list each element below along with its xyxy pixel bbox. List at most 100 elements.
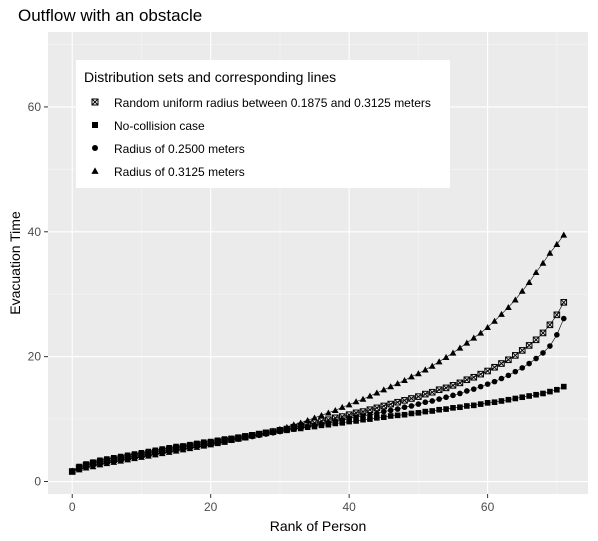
data-point-square bbox=[92, 122, 98, 128]
data-point-triangle bbox=[241, 434, 249, 441]
data-point-triangle bbox=[318, 411, 325, 419]
data-point-triangle bbox=[352, 398, 360, 405]
data-point-triangle bbox=[331, 406, 339, 414]
data-point-circle bbox=[505, 372, 512, 379]
data-point-square-cross bbox=[484, 367, 491, 375]
data-point-square-cross bbox=[387, 400, 394, 408]
data-point-circle bbox=[290, 426, 297, 432]
legend-box bbox=[76, 60, 450, 188]
data-point-square bbox=[110, 454, 117, 461]
data-point-triangle bbox=[297, 419, 305, 426]
data-point-triangle bbox=[456, 344, 464, 351]
data-point-square bbox=[187, 441, 193, 448]
data-point-triangle bbox=[373, 389, 381, 396]
data-point-circle bbox=[540, 350, 546, 356]
data-point-triangle bbox=[145, 452, 152, 459]
data-point-square bbox=[380, 414, 387, 421]
data-point-square bbox=[97, 457, 103, 464]
data-point-triangle bbox=[518, 287, 526, 294]
x-tick-label: 60 bbox=[481, 500, 495, 514]
data-point-triangle bbox=[165, 448, 173, 455]
data-point-square-cross bbox=[91, 98, 99, 106]
data-point-square bbox=[367, 416, 373, 422]
data-point-square bbox=[470, 402, 477, 409]
data-point-square bbox=[194, 440, 200, 447]
y-tick-label: 20 bbox=[28, 350, 42, 364]
data-point-square-cross bbox=[428, 388, 436, 396]
data-point-square bbox=[533, 391, 539, 398]
data-point-circle bbox=[470, 386, 477, 392]
data-point-square bbox=[360, 416, 366, 423]
data-point-triangle bbox=[75, 466, 83, 473]
data-point-triangle bbox=[359, 395, 367, 402]
data-point-triangle bbox=[228, 436, 235, 443]
data-point-circle bbox=[554, 331, 560, 338]
data-point-square bbox=[505, 396, 512, 403]
legend-label: Radius of 0.2500 meters bbox=[114, 142, 245, 156]
data-point-square-cross bbox=[546, 321, 554, 329]
data-point-square bbox=[394, 412, 401, 419]
data-point-circle bbox=[443, 394, 449, 401]
data-point-triangle bbox=[138, 453, 145, 460]
data-point-triangle bbox=[401, 377, 408, 384]
data-point-triangle bbox=[68, 467, 76, 474]
data-point-triangle bbox=[484, 323, 491, 330]
legend-label: Radius of 0.3125 meters bbox=[114, 165, 245, 179]
data-point-square-cross bbox=[442, 384, 450, 392]
data-point-triangle bbox=[415, 370, 422, 377]
data-point-circle bbox=[311, 422, 318, 429]
data-point-triangle bbox=[172, 447, 180, 454]
legend: Distribution sets and corresponding line… bbox=[76, 60, 450, 188]
data-point-square bbox=[464, 403, 470, 409]
data-point-circle bbox=[450, 392, 456, 399]
data-point-circle bbox=[408, 403, 415, 409]
series-triangle bbox=[68, 231, 568, 474]
data-point-square-cross bbox=[477, 370, 484, 378]
data-point-square bbox=[374, 415, 380, 421]
data-point-square bbox=[159, 446, 166, 452]
data-point-triangle bbox=[498, 310, 505, 317]
y-tick-label: 0 bbox=[34, 475, 41, 489]
data-point-square-cross bbox=[373, 404, 381, 412]
data-point-triangle bbox=[248, 432, 256, 439]
data-point-circle bbox=[297, 425, 304, 431]
data-point-square bbox=[173, 443, 179, 450]
data-point-circle bbox=[401, 404, 408, 411]
data-point-triangle bbox=[214, 440, 221, 447]
data-point-triangle bbox=[158, 450, 166, 457]
data-point-circle bbox=[367, 411, 373, 418]
data-point-square-cross bbox=[435, 386, 443, 394]
data-point-triangle bbox=[82, 464, 90, 471]
data-point-square-cross bbox=[408, 395, 415, 402]
data-point-triangle bbox=[235, 435, 242, 442]
legend-title: Distribution sets and corresponding line… bbox=[84, 69, 336, 85]
data-point-triangle bbox=[124, 456, 131, 463]
data-point-triangle bbox=[186, 445, 194, 452]
data-point-square bbox=[387, 413, 394, 419]
data-point-triangle bbox=[408, 373, 415, 380]
data-point-square bbox=[512, 395, 519, 402]
legend-label: Random uniform radius between 0.1875 and… bbox=[114, 96, 431, 110]
data-point-square-cross bbox=[491, 363, 498, 371]
data-point-triangle bbox=[338, 403, 346, 410]
data-point-triangle bbox=[435, 358, 443, 365]
data-point-circle bbox=[325, 420, 332, 426]
data-point-triangle bbox=[207, 441, 215, 448]
data-point-triangle bbox=[553, 240, 561, 247]
data-point-square bbox=[145, 448, 152, 455]
data-point-triangle bbox=[110, 458, 118, 465]
data-point-square bbox=[547, 388, 553, 395]
data-point-square bbox=[526, 393, 532, 399]
data-point-circle bbox=[387, 407, 394, 414]
data-point-triangle bbox=[91, 167, 99, 174]
data-point-square-cross bbox=[401, 397, 408, 404]
data-point-circle bbox=[332, 418, 339, 425]
axes: 0 20 40 60 0 20 40 60 bbox=[28, 100, 495, 514]
series-layer bbox=[68, 231, 568, 475]
data-point-circle bbox=[429, 398, 436, 404]
data-point-square bbox=[498, 398, 505, 404]
data-point-circle bbox=[484, 381, 491, 387]
data-point-square bbox=[429, 408, 436, 414]
data-point-square bbox=[138, 449, 145, 456]
data-point-triangle bbox=[477, 329, 485, 336]
